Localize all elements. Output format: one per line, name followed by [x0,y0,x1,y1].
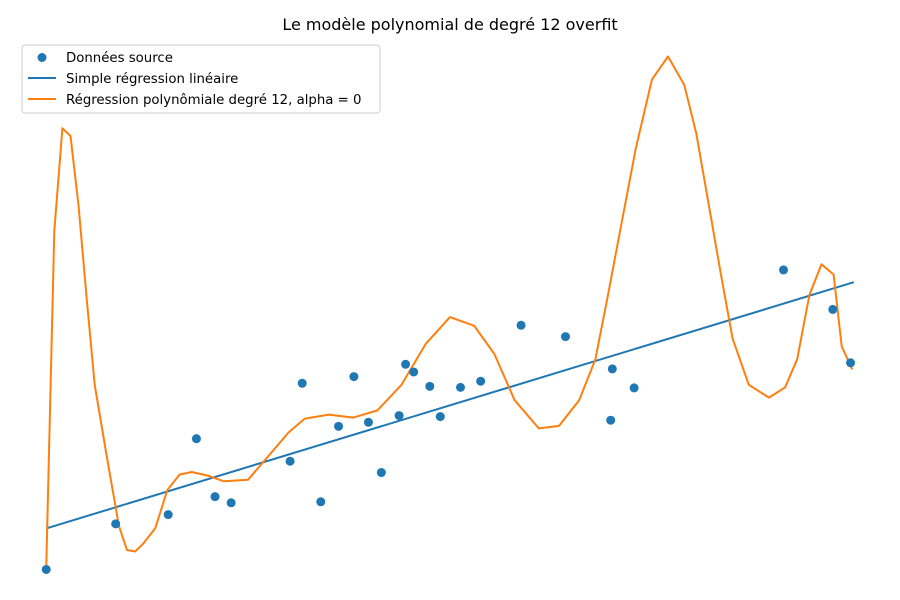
scatter-point [210,492,220,502]
scatter-point [226,498,236,508]
scatter-point [285,456,295,466]
scatter-point [846,358,856,368]
legend-frame [21,44,381,114]
legend: Données source Simple régression linéair… [21,44,381,114]
plot-area [41,55,856,574]
scatter-point [560,332,570,342]
chart-title: Le modèle polynomial de degré 12 overfit [282,15,617,34]
scatter-point [516,320,526,330]
legend-label-scatter: Données source [66,50,173,66]
scatter-point [363,417,373,427]
scatter-point [409,367,419,377]
scatter-point [334,421,344,431]
scatter-point [435,412,445,422]
scatter-point [425,381,435,391]
linear-regression-line [45,281,855,530]
scatter-point [779,265,789,275]
polynomial-regression-line [45,55,854,570]
scatter-point [606,415,616,425]
legend-label-poly: Régression polynômiale degré 12, alpha =… [66,92,362,108]
scatter-point [476,376,486,386]
scatter-point [828,304,838,314]
scatter-point [111,519,121,529]
scatter-point [455,382,465,392]
legend-label-linear: Simple régression linéaire [66,71,238,87]
scatter-point [163,510,173,520]
scatter-point [394,411,404,421]
scatter-point [191,434,201,444]
scatter-point [629,383,639,393]
scatter-point [607,364,617,374]
legend-scatter-marker [37,53,47,62]
scatter-point [349,372,359,382]
scatter-point [376,468,386,478]
scatter-point [41,564,51,574]
scatter-point [297,378,307,388]
scatter-point [316,497,326,507]
scatter-point [401,359,411,369]
